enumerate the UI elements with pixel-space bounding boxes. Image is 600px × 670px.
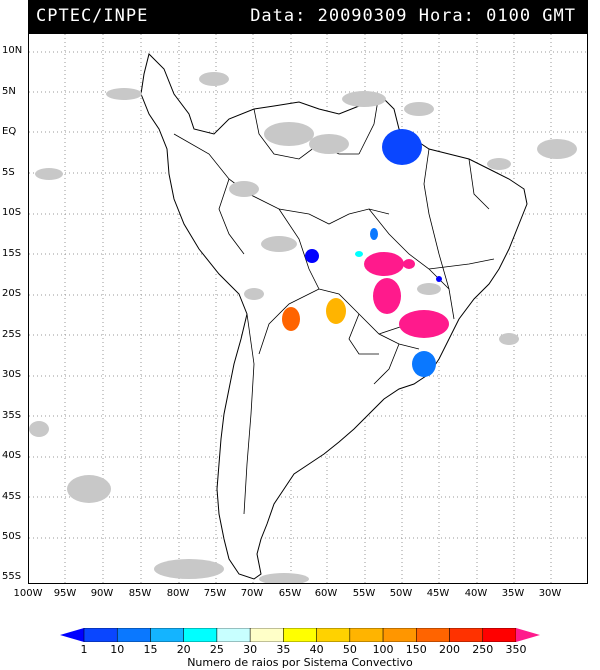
colorbar-segment: [382, 628, 417, 642]
colorbar-tick-label: 100: [372, 643, 394, 656]
colorbar-segment: [150, 628, 184, 642]
lat-label-10s: 10S: [2, 207, 22, 218]
colorbar-segment: [216, 628, 251, 642]
colorbar-tick-label: 30: [243, 643, 258, 656]
datetime-label: Data: 20090309 Hora: 0100 GMT: [250, 6, 576, 26]
lat-label-40s: 40S: [2, 450, 22, 461]
lat-label-50s: 50S: [2, 531, 22, 542]
colorbar-caption: Numero de raios por Sistema Convectivo: [187, 656, 413, 669]
map-frame: [28, 33, 588, 584]
colorbar-segment: [116, 628, 151, 642]
colorbar-tick-label: 25: [209, 643, 224, 656]
colorbar-segment: [349, 628, 384, 642]
lon-label-85w: 85W: [128, 588, 152, 599]
lon-label-100w: 100W: [13, 588, 43, 599]
lon-label-65w: 65W: [278, 588, 302, 599]
lightning-clusters: [282, 129, 449, 377]
lon-label-40w: 40W: [464, 588, 488, 599]
colorbar: [60, 628, 540, 642]
lat-label-5n: 5N: [2, 86, 16, 97]
lat-label-20s: 20S: [2, 288, 22, 299]
map-canvas: [29, 34, 587, 583]
colorbar-segment: [283, 628, 317, 642]
colorbar-segments: [83, 628, 517, 642]
colorbar-tick-label: 200: [439, 643, 461, 656]
colorbar-segment: [449, 628, 484, 642]
lat-label-25s: 25S: [2, 329, 22, 340]
lat-label-5s: 5S: [2, 167, 15, 178]
colorbar-tick-label: 150: [405, 643, 427, 656]
lat-label-45s: 45S: [2, 491, 22, 502]
lat-label-eq: EQ: [2, 126, 17, 137]
lat-label-30s: 30S: [2, 369, 22, 380]
colorbar-segment: [183, 628, 218, 642]
lon-label-50w: 50W: [389, 588, 413, 599]
country-borders: [173, 93, 495, 515]
colorbar-segment: [482, 628, 517, 642]
lat-label-55s: 55S: [2, 571, 22, 582]
lon-label-30w: 30W: [538, 588, 562, 599]
colorbar-tick-label: 35: [276, 643, 291, 656]
colorbar-arrow-right: [516, 628, 540, 642]
colorbar-tick-label: 10: [110, 643, 125, 656]
header-bar: CPTEC/INPE Data: 20090309 Hora: 0100 GMT: [28, 0, 588, 33]
lon-label-35w: 35W: [501, 588, 525, 599]
lon-label-55w: 55W: [352, 588, 376, 599]
colorbar-arrow-left: [60, 628, 84, 642]
lon-label-95w: 95W: [53, 588, 77, 599]
colorbar-segment: [249, 628, 284, 642]
colorbar-segment: [316, 628, 351, 642]
colorbar-tick-label: 20: [176, 643, 191, 656]
lon-label-80w: 80W: [166, 588, 190, 599]
lat-label-35s: 35S: [2, 410, 22, 421]
cloud-cover: [29, 72, 577, 583]
agency-label: CPTEC/INPE: [36, 6, 149, 26]
colorbar-tick-label: 40: [309, 643, 324, 656]
lon-label-90w: 90W: [90, 588, 114, 599]
lat-label-10n: 10N: [2, 45, 23, 56]
colorbar-tick-label: 350: [505, 643, 527, 656]
colorbar-tick-label: 50: [342, 643, 357, 656]
lon-label-75w: 75W: [203, 588, 227, 599]
lon-label-60w: 60W: [314, 588, 338, 599]
colorbar-segment: [83, 628, 118, 642]
lon-label-70w: 70W: [240, 588, 264, 599]
colorbar-tick-label: 250: [472, 643, 494, 656]
colorbar-segment: [416, 628, 450, 642]
colorbar-tick-label: 15: [143, 643, 158, 656]
lon-label-45w: 45W: [426, 588, 450, 599]
colorbar-tick-label: 1: [80, 643, 88, 656]
lat-label-15s: 15S: [2, 248, 22, 259]
